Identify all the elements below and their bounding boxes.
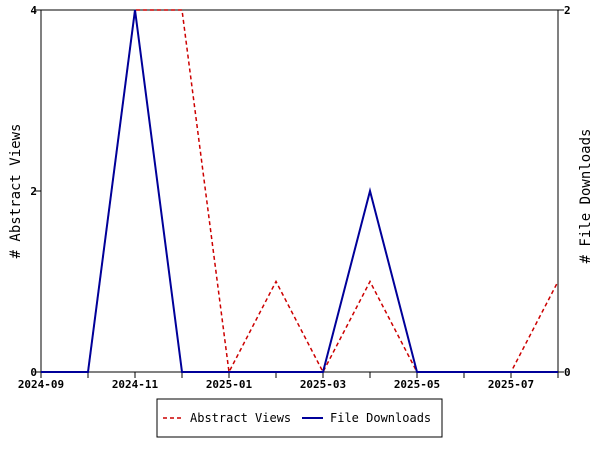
- y-left-tick-label-0: 0: [30, 366, 37, 379]
- y-right-tick-label-2: 2: [564, 4, 571, 17]
- x-tick-label-2025-05: 2025-05: [394, 378, 440, 391]
- x-tick-label-2025-07: 2025-07: [488, 378, 534, 391]
- legend-label-abstract-views: Abstract Views: [190, 411, 291, 425]
- y-axis-left: 0 2 4: [30, 4, 41, 379]
- legend: Abstract Views File Downloads: [156, 398, 443, 438]
- legend-label-file-downloads: File Downloads: [330, 411, 431, 425]
- x-axis: 2024-09 2024-11 2025-01 2025-03 2025-05 2025-…: [18, 372, 559, 391]
- y-left-tick-label-4: 4: [30, 4, 37, 17]
- x-tick-label-2025-03: 2025-03: [300, 378, 346, 391]
- x-tick-label-2024-09: 2024-09: [18, 378, 64, 391]
- series-line-file-downloads: [41, 9, 558, 373]
- plot-area: [40, 9, 559, 373]
- legend-box: [156, 398, 443, 438]
- y-left-tick-label-2: 2: [30, 185, 37, 198]
- x-tick-label-2025-01: 2025-01: [206, 378, 253, 391]
- y-axis-right: 02: [558, 4, 571, 379]
- series-layer: [41, 9, 559, 375]
- y-right-tick-label-0: 0: [564, 366, 571, 379]
- y-axis-right-title: # File Downloads: [578, 129, 594, 264]
- y-axis-left-title: # Abstract Views: [8, 124, 24, 259]
- x-tick-label-2024-11: 2024-11: [112, 378, 159, 391]
